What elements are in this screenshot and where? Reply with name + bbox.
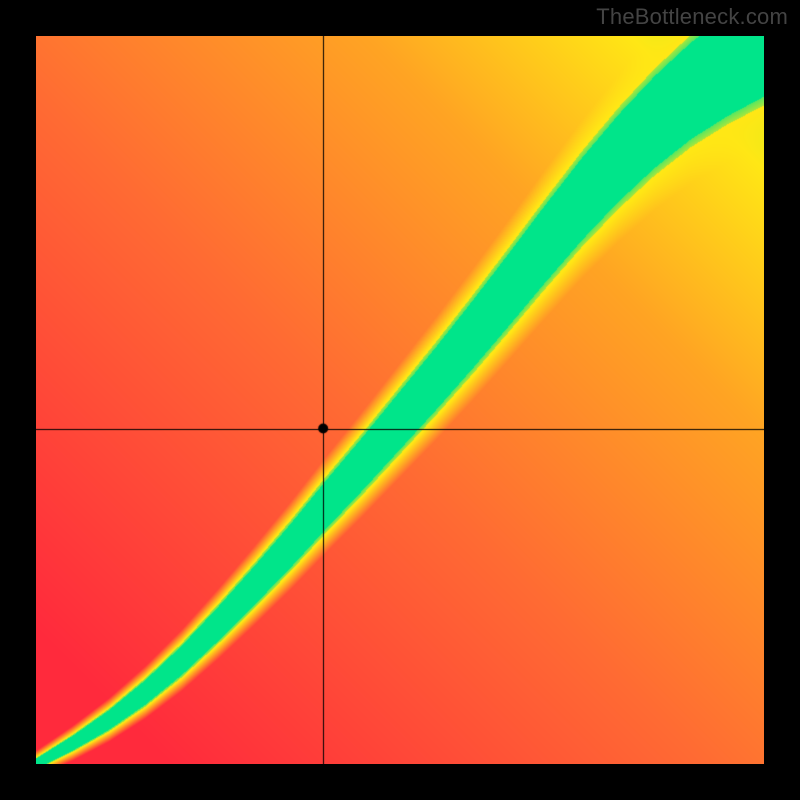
watermark-text: TheBottleneck.com bbox=[596, 4, 788, 30]
chart-panel bbox=[36, 36, 764, 764]
bottleneck-heatmap bbox=[36, 36, 764, 764]
stage: TheBottleneck.com bbox=[0, 0, 800, 800]
